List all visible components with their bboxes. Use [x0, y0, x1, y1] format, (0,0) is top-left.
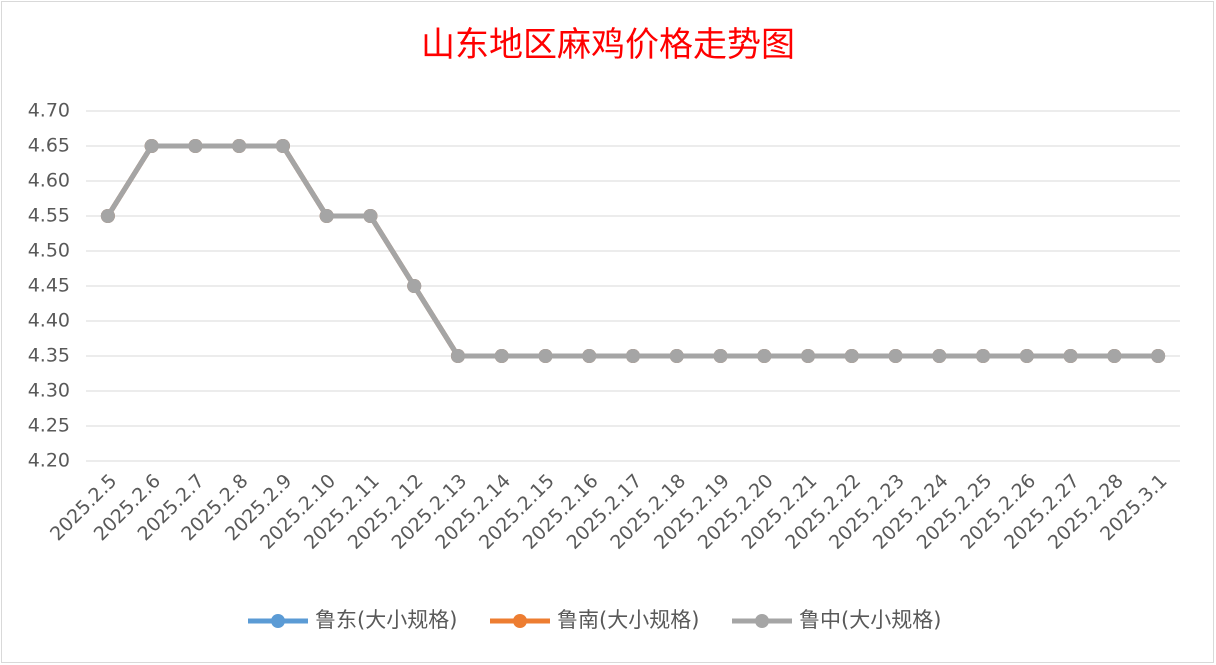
y-tick-label: 4.70 — [28, 100, 70, 122]
data-point — [669, 349, 684, 363]
y-tick-label: 4.50 — [28, 240, 70, 262]
data-point — [100, 209, 115, 223]
y-tick-label: 4.65 — [28, 135, 70, 157]
data-point — [319, 209, 334, 223]
data-point — [144, 139, 159, 153]
data-point — [1063, 349, 1078, 363]
data-point — [713, 349, 728, 363]
data-point — [844, 349, 859, 363]
data-point — [275, 139, 290, 153]
data-point — [538, 349, 553, 363]
data-point — [232, 139, 247, 153]
data-point — [1107, 349, 1122, 363]
legend-marker — [513, 614, 527, 628]
data-point — [494, 349, 509, 363]
data-point — [757, 349, 772, 363]
chart-title: 山东地区麻鸡价格走势图 — [421, 25, 795, 65]
data-point — [1019, 349, 1034, 363]
y-tick-label: 4.55 — [28, 205, 70, 227]
data-point — [188, 139, 203, 153]
y-tick-label: 4.30 — [28, 380, 70, 402]
data-point — [932, 349, 947, 363]
y-tick-label: 4.60 — [28, 170, 70, 192]
y-tick-label: 4.20 — [28, 450, 70, 472]
legend-marker — [271, 614, 285, 628]
data-point — [1151, 349, 1166, 363]
legend-label: 鲁南(大小规格) — [557, 608, 699, 632]
data-point — [801, 349, 816, 363]
data-point — [450, 349, 465, 363]
legend-marker — [755, 614, 769, 628]
y-tick-label: 4.25 — [28, 415, 70, 437]
data-point — [407, 279, 422, 293]
data-point — [976, 349, 991, 363]
y-tick-label: 4.45 — [28, 275, 70, 297]
legend-label: 鲁东(大小规格) — [315, 608, 457, 632]
legend-label: 鲁中(大小规格) — [799, 608, 941, 632]
data-point — [582, 349, 597, 363]
data-point — [888, 349, 903, 363]
data-point — [626, 349, 640, 363]
y-tick-label: 4.40 — [28, 310, 70, 332]
data-point — [363, 209, 378, 223]
y-tick-label: 4.35 — [28, 345, 70, 367]
